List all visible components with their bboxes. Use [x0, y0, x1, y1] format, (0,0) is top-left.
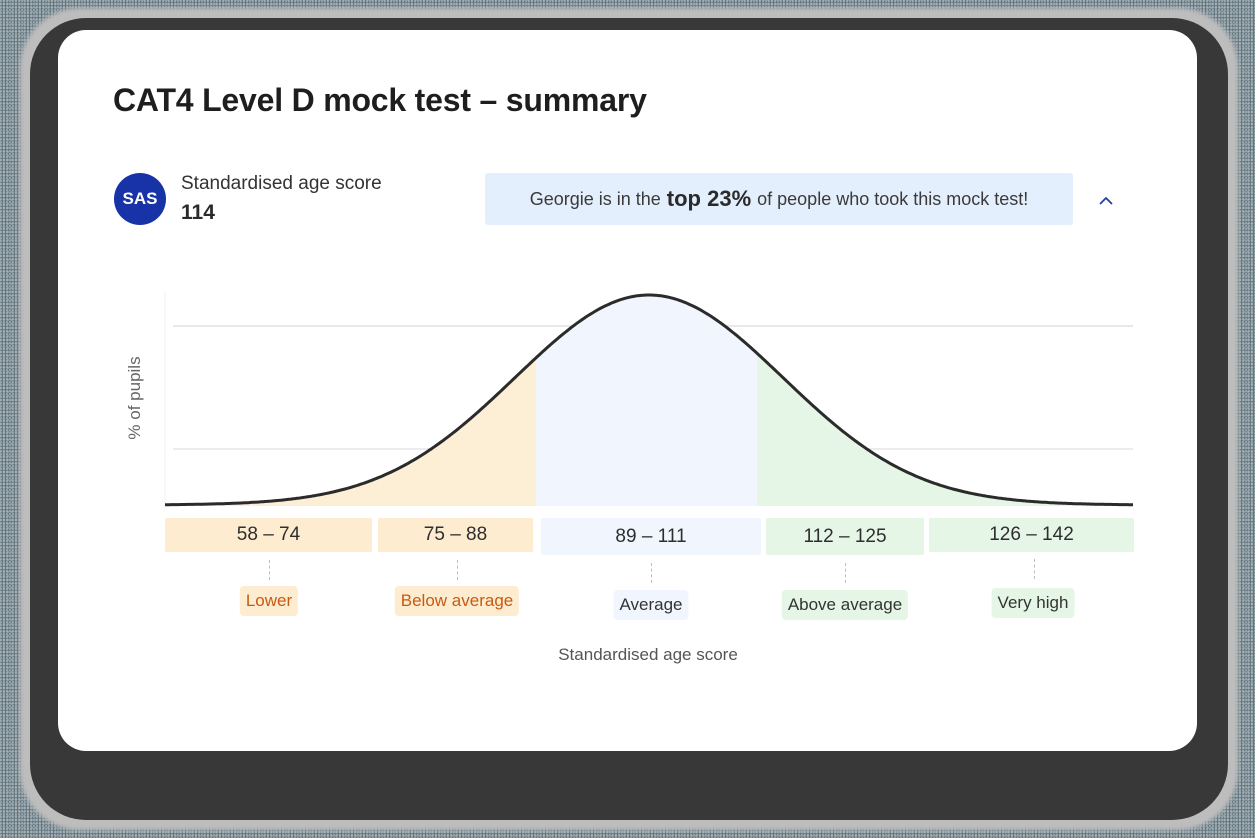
category-lower: Lower — [239, 586, 299, 616]
zone-below-average-fill — [165, 295, 536, 506]
sas-badge: SAS — [114, 173, 166, 225]
distribution-curve — [165, 293, 1133, 507]
category-average: Average — [613, 590, 689, 620]
zone-average-fill — [536, 295, 757, 506]
range-box-lower: 58 – 74 — [165, 518, 372, 552]
x-axis-label: Standardised age score — [558, 645, 738, 664]
tick-connector — [269, 560, 270, 580]
category-above-average: Above average — [781, 590, 909, 620]
banner-suffix: of people who took this mock test! — [757, 188, 1029, 209]
tick-connector — [1034, 559, 1035, 579]
range-box-below-average: 75 – 88 — [378, 518, 533, 552]
page-title: CAT4 Level D mock test – summary — [113, 82, 647, 118]
tick-connector — [457, 560, 458, 580]
tick-connector — [845, 563, 846, 583]
chevron-up-icon — [1099, 196, 1113, 204]
zone-above-average-fill — [757, 295, 1133, 506]
range-box-average: 89 – 111 — [541, 518, 761, 555]
tick-connector — [651, 563, 652, 583]
banner-prefix: Georgie is in the — [529, 188, 661, 209]
range-box-very-high: 126 – 142 — [929, 518, 1134, 552]
score-value: 114 — [181, 201, 215, 224]
category-very-high: Very high — [991, 588, 1075, 618]
score-label: Standardised age score — [181, 173, 382, 194]
collapse-button[interactable] — [1093, 188, 1119, 212]
percentile-banner: Georgie is in the top 23% of people who … — [485, 173, 1073, 225]
category-below-average: Below average — [394, 586, 520, 616]
banner-highlight: top 23% — [666, 186, 752, 211]
range-box-above-average: 112 – 125 — [766, 518, 924, 555]
